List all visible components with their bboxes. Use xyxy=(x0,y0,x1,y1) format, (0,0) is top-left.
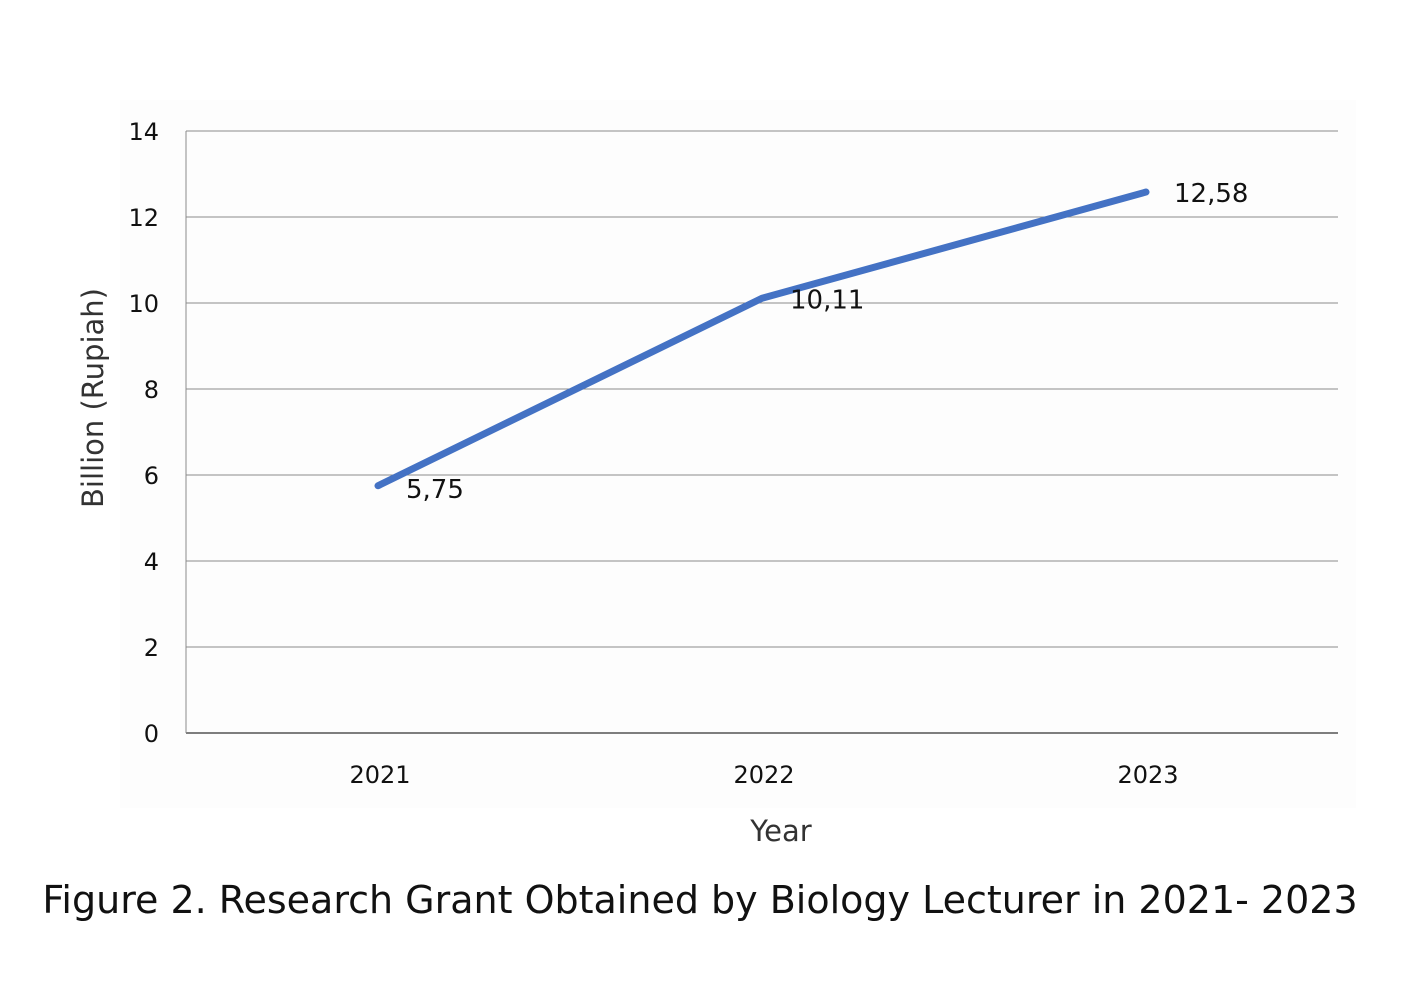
x-tick-label: 2023 xyxy=(1117,761,1178,789)
data-label: 10,11 xyxy=(790,285,864,315)
y-tick-label: 12 xyxy=(128,204,159,232)
y-tick-label: 10 xyxy=(128,290,159,318)
series-lines xyxy=(374,188,1150,490)
figure-caption: Figure 2. Research Grant Obtained by Bio… xyxy=(42,878,1358,922)
x-axis-label: Year xyxy=(749,814,811,848)
y-tick-labels: 0 2 4 6 8 10 12 14 xyxy=(128,118,159,748)
x-tick-labels: 2021 2022 2023 xyxy=(349,761,1178,789)
gridlines xyxy=(185,130,1338,734)
y-axis-label: Billion (Rupiah) xyxy=(76,288,110,508)
y-tick-label: 4 xyxy=(144,548,159,576)
x-tick-label: 2022 xyxy=(733,761,794,789)
y-tick-label: 0 xyxy=(144,720,159,748)
y-tick-label: 6 xyxy=(144,462,159,490)
series-line xyxy=(374,188,1150,490)
data-labels: 5,75 10,11 12,58 xyxy=(406,179,1248,505)
data-label: 12,58 xyxy=(1174,179,1248,209)
data-label: 5,75 xyxy=(406,475,464,505)
y-tick-label: 2 xyxy=(144,634,159,662)
y-tick-label: 8 xyxy=(144,376,159,404)
x-tick-label: 2021 xyxy=(349,761,410,789)
y-tick-label: 14 xyxy=(128,118,159,146)
chart-area xyxy=(120,100,1356,808)
